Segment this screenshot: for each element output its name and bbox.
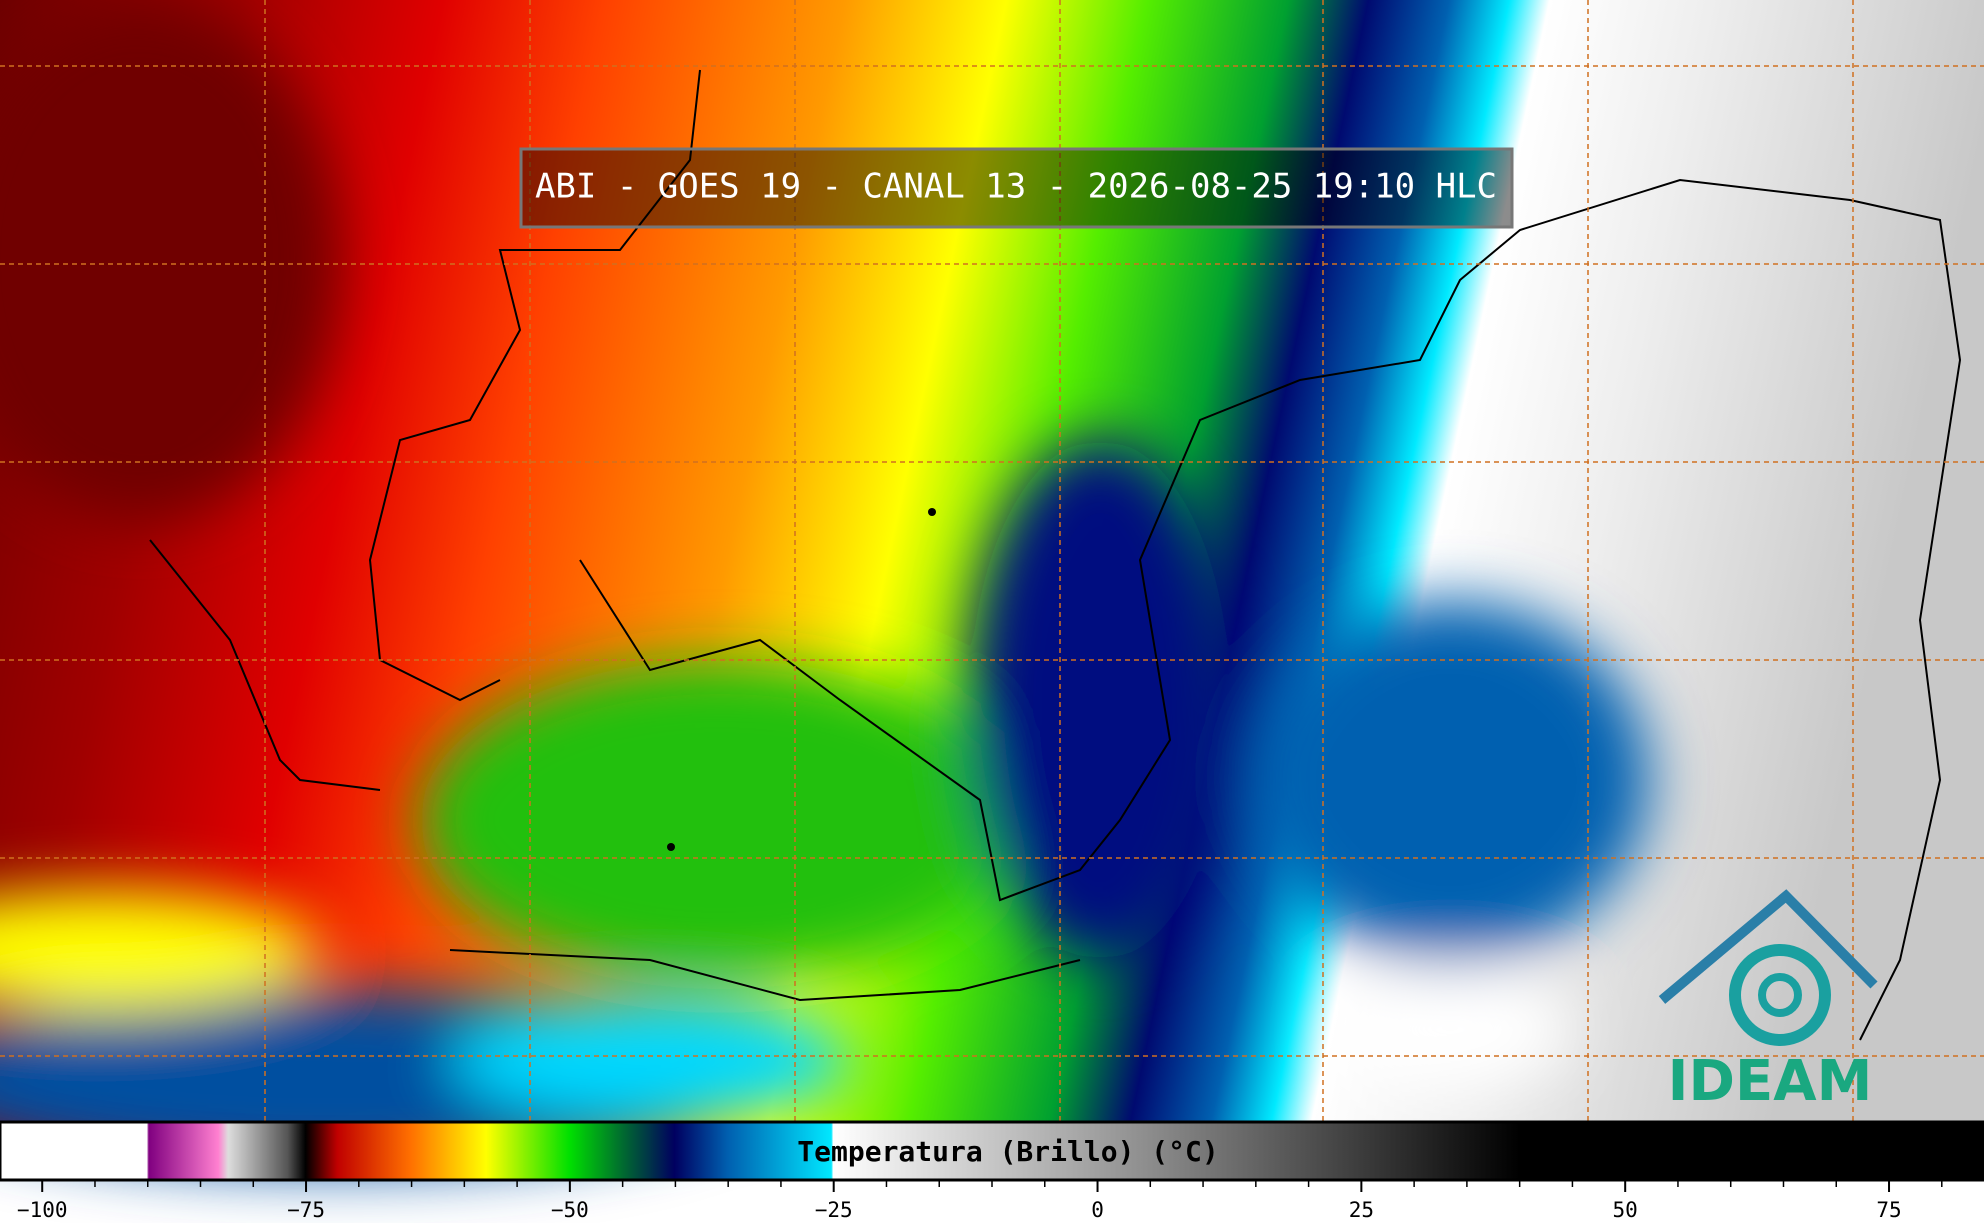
- imagery: [0, 0, 1984, 1170]
- logo: IDEAM: [1658, 889, 1878, 1114]
- tick-label: −50: [551, 1198, 589, 1222]
- tick-label: −100: [17, 1198, 68, 1222]
- tick-label: 0: [1091, 1198, 1104, 1222]
- logo-text: IDEAM: [1668, 1049, 1873, 1114]
- title: ABI - GOES 19 - CANAL 13 - 2026-08-25 19…: [535, 167, 1497, 207]
- title-box: ABI - GOES 19 - CANAL 13 - 2026-08-25 19…: [519, 147, 1514, 229]
- tick-label: 25: [1349, 1198, 1374, 1222]
- tick-label: 75: [1876, 1198, 1901, 1222]
- colorbar-label: Temperatura (Brillo) (°C): [797, 1135, 1218, 1168]
- tick-label: 50: [1613, 1198, 1638, 1222]
- tick-label: −75: [287, 1198, 325, 1222]
- colorbar: Temperatura (Brillo) (°C) −100 −75 −50 −25 0…: [0, 1120, 1984, 1222]
- tick-label: −25: [815, 1198, 853, 1222]
